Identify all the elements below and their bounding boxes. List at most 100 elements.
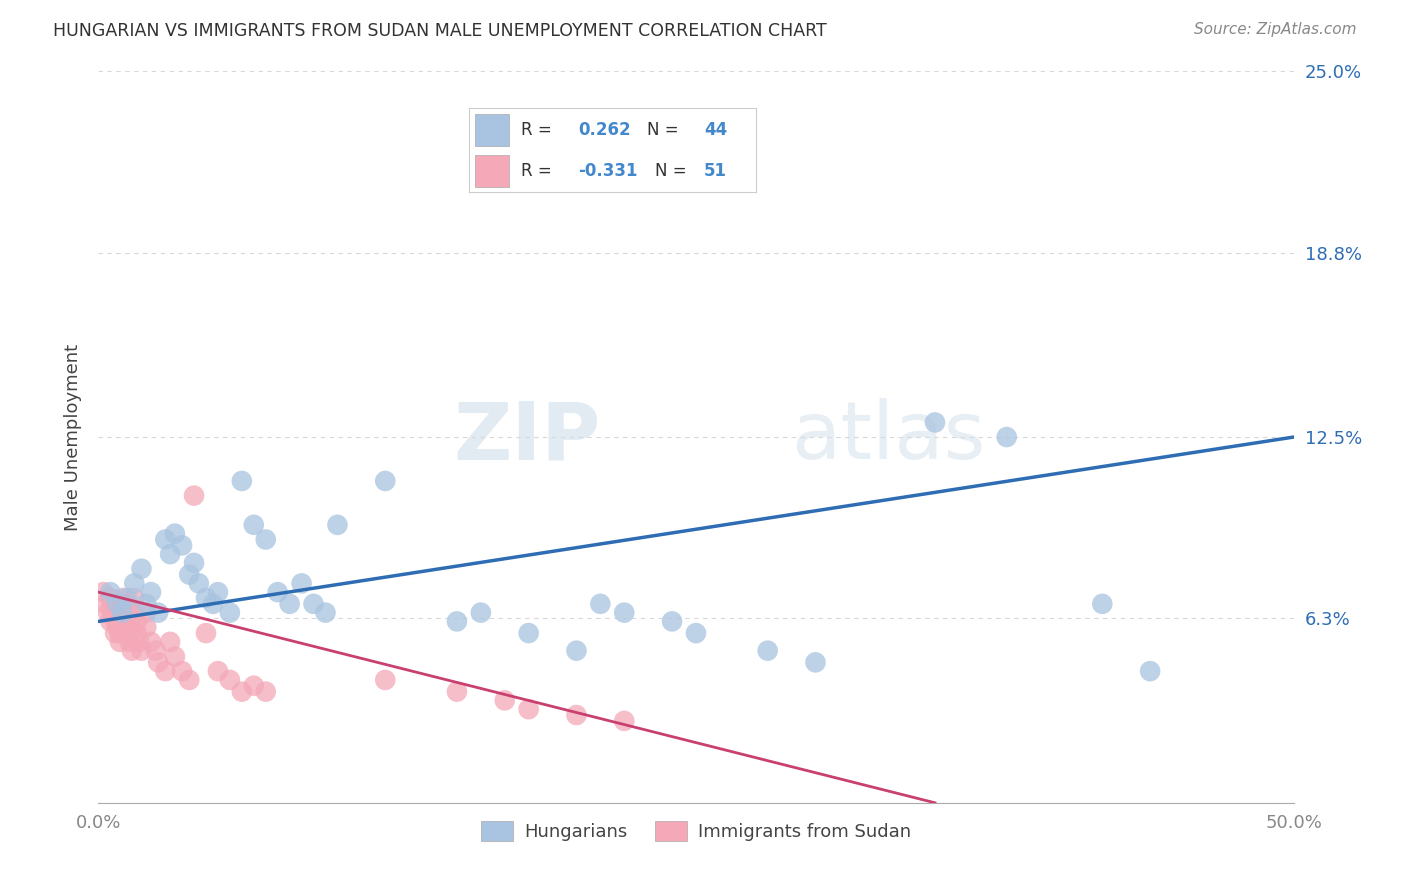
- Point: [565, 643, 588, 657]
- Point: [155, 533, 177, 547]
- Point: [517, 702, 540, 716]
- Point: [125, 626, 148, 640]
- Point: [108, 635, 131, 649]
- Point: [125, 615, 148, 629]
- Point: [118, 635, 141, 649]
- Point: [446, 615, 468, 629]
- Point: [183, 556, 205, 570]
- Text: HUNGARIAN VS IMMIGRANTS FROM SUDAN MALE UNEMPLOYMENT CORRELATION CHART: HUNGARIAN VS IMMIGRANTS FROM SUDAN MALE …: [53, 22, 827, 40]
- Point: [172, 538, 194, 552]
- Point: [291, 576, 314, 591]
- Point: [187, 576, 209, 591]
- Point: [446, 684, 468, 698]
- Point: [172, 664, 194, 678]
- Point: [302, 597, 325, 611]
- Point: [661, 615, 683, 629]
- Point: [107, 597, 129, 611]
- Point: [115, 606, 138, 620]
- Point: [207, 664, 229, 678]
- Point: [613, 714, 636, 728]
- Point: [1091, 597, 1114, 611]
- Point: [613, 606, 636, 620]
- Point: [1139, 664, 1161, 678]
- Point: [231, 684, 253, 698]
- Point: [107, 606, 129, 620]
- Point: [148, 606, 170, 620]
- Point: [589, 597, 612, 611]
- Point: [374, 474, 396, 488]
- Text: atlas: atlas: [792, 398, 986, 476]
- Text: Source: ZipAtlas.com: Source: ZipAtlas.com: [1194, 22, 1357, 37]
- Point: [104, 626, 127, 640]
- Point: [202, 597, 225, 611]
- Point: [243, 517, 266, 532]
- Point: [131, 562, 153, 576]
- Point: [135, 597, 157, 611]
- Point: [131, 643, 153, 657]
- Point: [231, 474, 253, 488]
- Point: [111, 606, 134, 620]
- Point: [104, 615, 127, 629]
- Point: [108, 626, 131, 640]
- Point: [326, 517, 349, 532]
- Point: [163, 649, 186, 664]
- Point: [995, 430, 1018, 444]
- Point: [243, 679, 266, 693]
- Point: [139, 585, 162, 599]
- Point: [315, 606, 337, 620]
- Point: [101, 606, 124, 620]
- Point: [565, 708, 588, 723]
- Point: [163, 526, 186, 541]
- Point: [159, 635, 181, 649]
- Point: [254, 533, 277, 547]
- Point: [111, 606, 134, 620]
- Point: [121, 643, 143, 657]
- Point: [145, 643, 167, 657]
- Point: [179, 673, 201, 687]
- Point: [179, 567, 201, 582]
- Point: [98, 585, 122, 599]
- Y-axis label: Male Unemployment: Male Unemployment: [65, 343, 83, 531]
- Point: [195, 591, 218, 605]
- Point: [98, 591, 122, 605]
- Point: [183, 489, 205, 503]
- Point: [124, 591, 146, 605]
- Point: [97, 606, 120, 620]
- Point: [107, 620, 129, 634]
- Point: [207, 585, 229, 599]
- Legend: Hungarians, Immigrants from Sudan: Hungarians, Immigrants from Sudan: [474, 814, 918, 848]
- Point: [139, 635, 162, 649]
- Point: [115, 597, 138, 611]
- Point: [470, 606, 492, 620]
- Point: [114, 615, 136, 629]
- Point: [195, 626, 218, 640]
- Point: [219, 673, 242, 687]
- Point: [267, 585, 290, 599]
- Point: [804, 656, 827, 670]
- Point: [91, 585, 114, 599]
- Point: [101, 597, 124, 611]
- Point: [374, 673, 396, 687]
- Point: [924, 416, 946, 430]
- Point: [135, 606, 157, 620]
- Point: [148, 656, 170, 670]
- Point: [517, 626, 540, 640]
- Point: [98, 615, 122, 629]
- Point: [155, 664, 177, 678]
- Text: ZIP: ZIP: [453, 398, 600, 476]
- Point: [756, 643, 779, 657]
- Point: [124, 606, 146, 620]
- Point: [128, 635, 150, 649]
- Point: [135, 620, 157, 634]
- Point: [685, 626, 707, 640]
- Point: [219, 606, 242, 620]
- Point: [124, 576, 146, 591]
- Point: [115, 591, 138, 605]
- Point: [494, 693, 516, 707]
- Point: [278, 597, 301, 611]
- Point: [254, 684, 277, 698]
- Point: [94, 597, 117, 611]
- Point: [159, 547, 181, 561]
- Point: [111, 591, 134, 605]
- Point: [114, 626, 136, 640]
